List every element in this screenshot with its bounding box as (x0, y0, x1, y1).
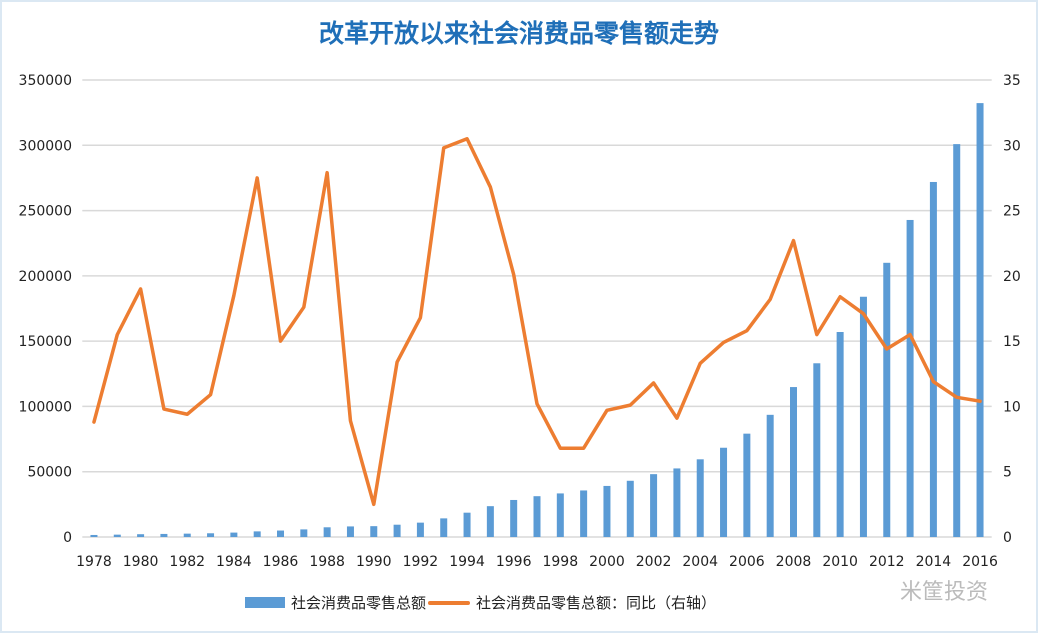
x-axis-tick-label: 2000 (589, 554, 625, 570)
left-axis-tick-label: 100000 (19, 399, 72, 415)
right-axis-tick-label: 0 (1003, 530, 1012, 546)
right-axis-tick-label: 35 (1003, 73, 1021, 89)
left-axis-tick-label: 50000 (27, 465, 72, 481)
growth-line (92, 137, 982, 507)
x-axis-tick-label: 1978 (76, 554, 112, 570)
bar (626, 480, 634, 537)
bar (486, 506, 494, 537)
bar (300, 529, 308, 537)
bar (859, 296, 867, 537)
right-axis-tick-label: 5 (1003, 465, 1012, 481)
bar (743, 433, 751, 537)
bar (836, 332, 844, 537)
x-axis-tick-label: 2008 (776, 554, 812, 570)
x-axis-tick-label: 1990 (356, 554, 392, 570)
bar (183, 533, 191, 537)
x-axis-tick-label: 2004 (682, 554, 718, 570)
bar (393, 524, 401, 537)
x-axis-tick-label: 1986 (263, 554, 299, 570)
bar (323, 527, 331, 537)
x-axis-tick-label: 1980 (123, 554, 159, 570)
bar (253, 531, 261, 537)
x-axis-tick-label: 1982 (169, 554, 205, 570)
bar (673, 468, 681, 537)
bar (766, 414, 774, 537)
bar (370, 526, 378, 537)
right-axis-tick-label: 20 (1003, 269, 1021, 285)
right-axis-tick-label: 25 (1003, 204, 1021, 220)
left-axis-tick-label: 350000 (19, 73, 72, 89)
left-axis-tick-label: 200000 (19, 269, 72, 285)
right-axis-tick-label: 10 (1003, 399, 1021, 415)
left-axis-tick-label: 300000 (19, 138, 72, 154)
bar (160, 533, 168, 537)
bar (207, 533, 215, 537)
bar (580, 490, 588, 537)
bar (556, 493, 564, 537)
bar (929, 181, 937, 537)
x-axis-tick-label: 2016 (962, 554, 998, 570)
legend-bar-label: 社会消费品零售总额 (291, 594, 427, 612)
x-axis-tick-label: 2006 (729, 554, 765, 570)
bar (906, 219, 914, 537)
x-axis-tick-label: 2012 (869, 554, 905, 570)
bar (720, 447, 728, 537)
left-axis-tick-label: 250000 (19, 204, 72, 220)
bar (953, 144, 961, 537)
chart-title: 改革开放以来社会消费品零售额走势 (318, 19, 719, 48)
bar (346, 526, 354, 537)
bar (650, 474, 658, 537)
bar (510, 499, 518, 537)
bar (976, 103, 984, 537)
bar (789, 387, 797, 537)
bar (603, 485, 611, 537)
bar (813, 363, 821, 537)
x-axis-tick-label: 2010 (822, 554, 858, 570)
legend-line-swatch (428, 600, 471, 605)
watermark-logo: 米筐投资 (900, 580, 989, 605)
bar (90, 534, 98, 537)
x-axis-tick-label: 2002 (636, 554, 672, 570)
bar (137, 534, 145, 537)
legend: 社会消费品零售总额 社会消费品零售总额：同比（右轴） (245, 592, 716, 613)
x-axis-tick-label: 1988 (309, 554, 345, 570)
x-axis-tick-label: 2014 (916, 554, 952, 570)
bar (416, 522, 424, 537)
bar (463, 512, 471, 537)
right-axis-tick-label: 30 (1003, 138, 1021, 154)
right-axis-tick-label: 15 (1003, 334, 1021, 350)
bar (113, 534, 121, 537)
left-axis-tick-label: 150000 (19, 334, 72, 350)
bar (696, 459, 704, 537)
x-axis-tick-label: 1992 (403, 554, 439, 570)
bar (533, 496, 541, 537)
legend-line-label: 社会消费品零售总额：同比（右轴） (476, 594, 717, 612)
bar (883, 262, 891, 537)
x-axis-tick-label: 1996 (496, 554, 532, 570)
bar (440, 518, 448, 537)
bar (230, 532, 238, 537)
bar (277, 530, 285, 537)
x-axis-tick-label: 1994 (449, 554, 485, 570)
legend-bar-swatch (245, 597, 285, 608)
left-axis-tick-label: 0 (63, 530, 72, 546)
x-axis-tick-label: 1984 (216, 554, 252, 570)
x-axis-tick-label: 1998 (542, 554, 578, 570)
